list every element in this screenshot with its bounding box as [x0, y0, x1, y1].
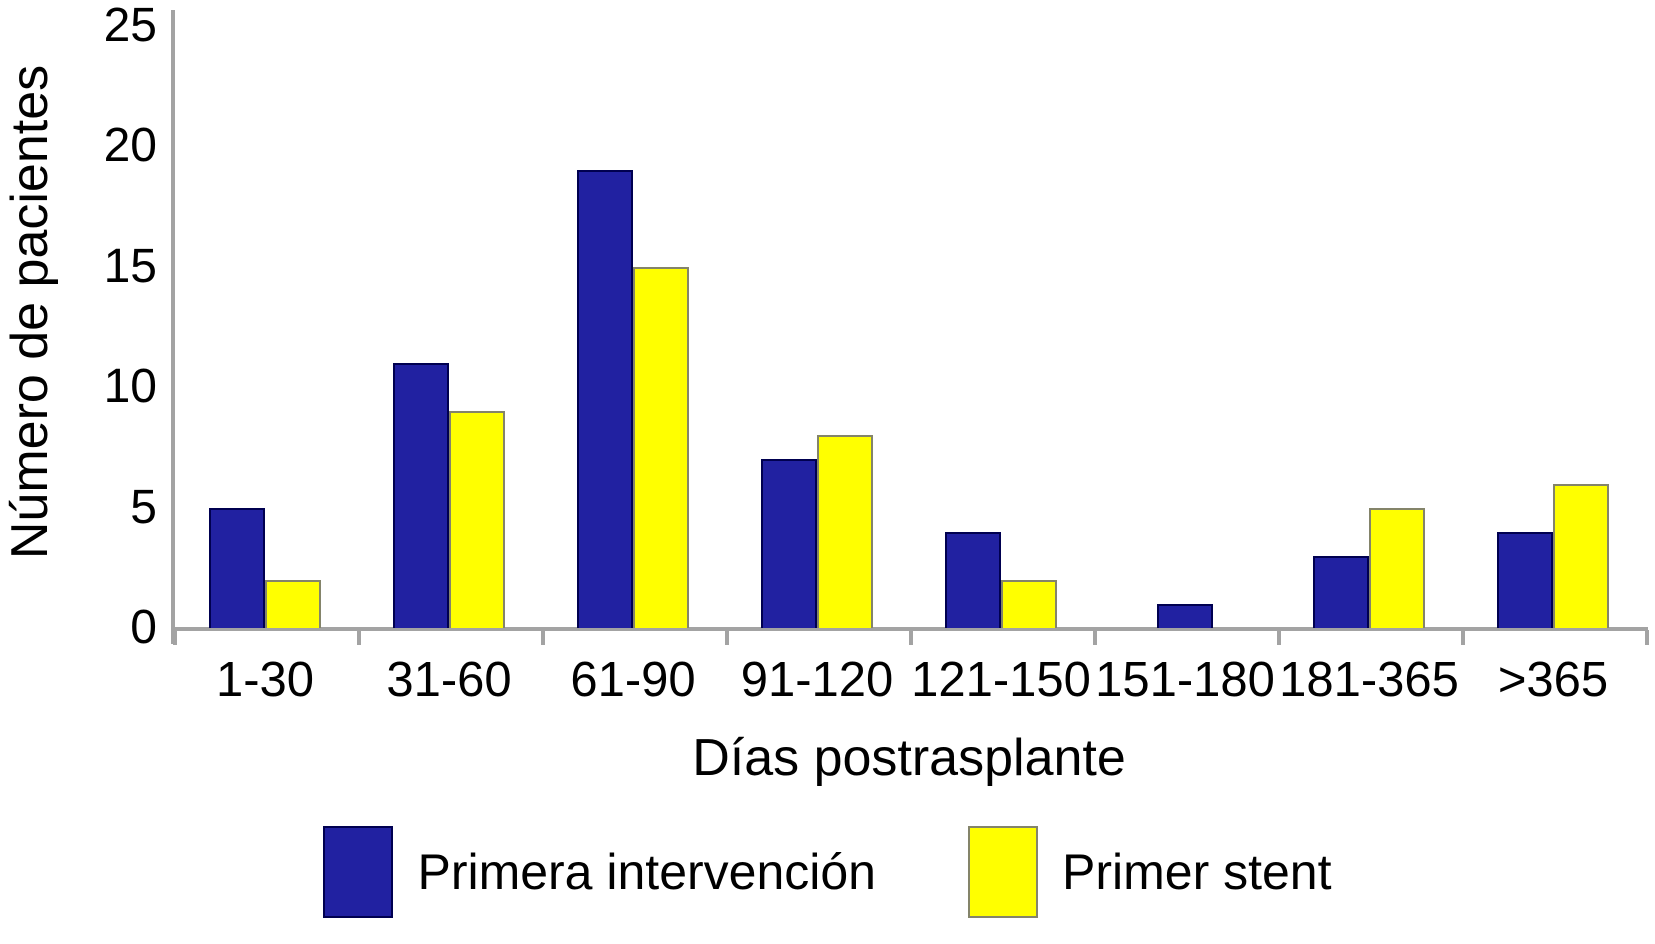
bar-primer-stent-181-365 — [1369, 508, 1425, 628]
y-tick-label-20: 20 — [103, 119, 157, 173]
y-tick-label-15: 15 — [103, 239, 157, 293]
y-tick-label-0: 0 — [130, 601, 157, 654]
bar-primer-stent->365 — [1553, 484, 1609, 628]
bar-primera-intervención-181-365 — [1313, 556, 1369, 628]
x-tick-mark — [1461, 630, 1465, 645]
bar-primer-stent-1-30 — [265, 580, 321, 628]
bar-primer-stent-121-150 — [1001, 580, 1057, 628]
bar-primera-intervención->365 — [1497, 532, 1553, 628]
x-tick-mark — [1093, 630, 1097, 645]
y-axis-line — [171, 10, 175, 644]
x-axis-title: Días postrasplante — [692, 729, 1126, 787]
bar-group-181-365 — [1277, 26, 1461, 628]
x-tick-mark — [1645, 630, 1649, 645]
x-label-151-180: 151-180 — [1095, 653, 1275, 707]
legend-item-primera-intervencion: Primera intervención — [323, 826, 876, 918]
x-axis-tick-marks — [173, 630, 1649, 645]
bar-group-1-30 — [173, 26, 357, 628]
x-tick-mark — [173, 630, 177, 645]
x-axis-category-labels: 1-30 31-60 61-90 91-120 121-150 151-180 181-36… — [173, 655, 1645, 707]
x-label-91-120: 91-120 — [740, 653, 894, 707]
x-label->365: >365 — [1497, 653, 1609, 707]
bar-primera-intervención-1-30 — [209, 508, 265, 628]
x-tick-mark — [357, 630, 361, 645]
bar-primera-intervención-151-180 — [1157, 604, 1213, 628]
bar-primera-intervención-91-120 — [761, 459, 817, 628]
plot-area — [173, 26, 1645, 628]
x-label-31-60: 31-60 — [386, 653, 512, 707]
x-tick-mark — [541, 630, 545, 645]
x-label-61-90: 61-90 — [570, 653, 696, 707]
legend-label-primera-intervencion: Primera intervención — [417, 844, 876, 900]
y-tick-label-25: 25 — [103, 0, 157, 52]
x-label-181-365: 181-365 — [1279, 653, 1459, 707]
x-tick-mark — [1277, 630, 1281, 645]
bar-group->365 — [1461, 26, 1645, 628]
bar-primer-stent-61-90 — [633, 267, 689, 628]
legend-item-primer-stent: Primer stent — [968, 826, 1332, 918]
chart-legend: Primera intervención Primer stent — [0, 826, 1655, 918]
bar-group-61-90 — [541, 26, 725, 628]
bar-primera-intervención-31-60 — [393, 363, 449, 628]
bar-primera-intervención-121-150 — [945, 532, 1001, 628]
y-axis-tick-labels: 0 5 10 15 20 25 — [0, 2, 157, 652]
bar-group-91-120 — [725, 26, 909, 628]
legend-swatch-yellow — [968, 826, 1038, 918]
bar-primer-stent-91-120 — [817, 435, 873, 628]
y-tick-label-10: 10 — [103, 360, 157, 414]
x-label-121-150: 121-150 — [911, 653, 1091, 707]
bar-group-121-150 — [909, 26, 1093, 628]
legend-label-primer-stent: Primer stent — [1062, 844, 1332, 900]
bar-primer-stent-31-60 — [449, 411, 505, 628]
x-tick-mark — [909, 630, 913, 645]
bar-group-31-60 — [357, 26, 541, 628]
x-label-1-30: 1-30 — [215, 653, 315, 707]
x-tick-mark — [725, 630, 729, 645]
bar-group-151-180 — [1093, 26, 1277, 628]
bar-primera-intervención-61-90 — [577, 170, 633, 628]
legend-swatch-blue — [323, 826, 394, 918]
x-axis-line — [171, 627, 1648, 631]
y-tick-label-5: 5 — [130, 480, 157, 534]
